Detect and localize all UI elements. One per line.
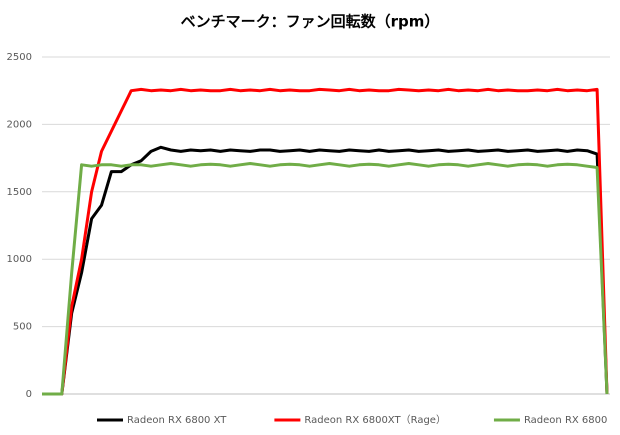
legend-label: Radeon RX 6800XT（Rage） xyxy=(304,414,446,426)
y-tick-label: 2500 xyxy=(7,52,32,63)
series-line xyxy=(42,162,609,396)
y-tick-label: 2000 xyxy=(7,119,32,130)
y-tick-label: 1000 xyxy=(7,254,32,265)
series-line xyxy=(42,145,609,396)
y-tick-label: 0 xyxy=(26,389,32,400)
y-tick-label: 1500 xyxy=(7,187,32,198)
series-line xyxy=(42,87,609,396)
legend-label: Radeon RX 6800 XT xyxy=(127,415,227,426)
y-tick-label: 500 xyxy=(13,322,32,333)
legend-label: Radeon RX 6800 xyxy=(524,415,607,426)
chart-title: ベンチマーク：ファン回転数（rpm） xyxy=(181,13,440,31)
